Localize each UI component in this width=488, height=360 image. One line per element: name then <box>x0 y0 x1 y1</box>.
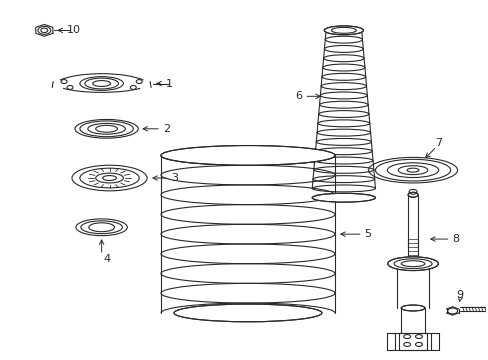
Ellipse shape <box>387 257 437 271</box>
Text: 2: 2 <box>163 124 170 134</box>
Ellipse shape <box>400 305 424 311</box>
Text: 7: 7 <box>434 138 441 148</box>
Ellipse shape <box>161 145 334 165</box>
Text: 6: 6 <box>295 91 302 101</box>
Text: 1: 1 <box>165 78 173 89</box>
Text: 3: 3 <box>170 173 178 183</box>
Ellipse shape <box>174 304 321 322</box>
Bar <box>394 333 430 350</box>
Ellipse shape <box>324 26 363 35</box>
Text: 8: 8 <box>452 234 459 244</box>
Text: 10: 10 <box>67 25 81 35</box>
Ellipse shape <box>311 193 375 202</box>
Text: 9: 9 <box>456 290 463 300</box>
Bar <box>398 333 426 350</box>
Ellipse shape <box>407 192 417 197</box>
Text: 5: 5 <box>364 229 371 239</box>
Text: 4: 4 <box>103 254 110 264</box>
